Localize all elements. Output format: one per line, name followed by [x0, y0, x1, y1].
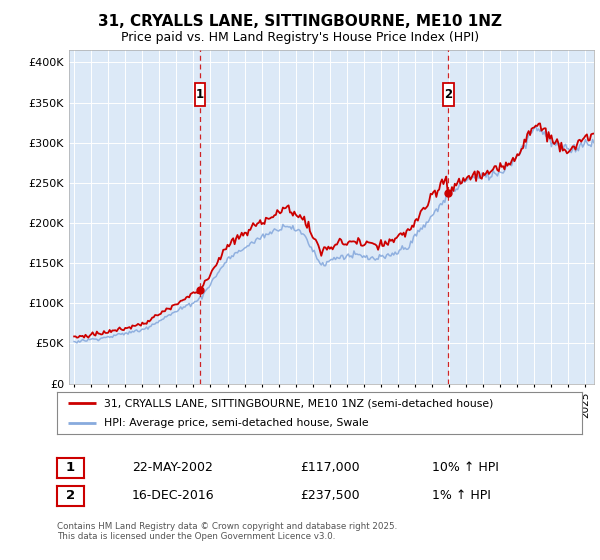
Text: Contains HM Land Registry data © Crown copyright and database right 2025.
This d: Contains HM Land Registry data © Crown c… [57, 522, 397, 542]
FancyBboxPatch shape [443, 83, 454, 106]
Text: HPI: Average price, semi-detached house, Swale: HPI: Average price, semi-detached house,… [104, 418, 369, 428]
Text: 10% ↑ HPI: 10% ↑ HPI [432, 461, 499, 474]
Text: 1% ↑ HPI: 1% ↑ HPI [432, 489, 491, 502]
Text: 16-DEC-2016: 16-DEC-2016 [132, 489, 215, 502]
FancyBboxPatch shape [195, 83, 205, 106]
Text: £117,000: £117,000 [300, 461, 359, 474]
Text: Price paid vs. HM Land Registry's House Price Index (HPI): Price paid vs. HM Land Registry's House … [121, 31, 479, 44]
Text: 2: 2 [66, 489, 75, 502]
Text: 22-MAY-2002: 22-MAY-2002 [132, 461, 213, 474]
Text: 1: 1 [66, 461, 75, 474]
Text: 2: 2 [445, 88, 452, 101]
Text: 1: 1 [196, 88, 204, 101]
Text: 31, CRYALLS LANE, SITTINGBOURNE, ME10 1NZ: 31, CRYALLS LANE, SITTINGBOURNE, ME10 1N… [98, 14, 502, 29]
Text: £237,500: £237,500 [300, 489, 359, 502]
Text: 31, CRYALLS LANE, SITTINGBOURNE, ME10 1NZ (semi-detached house): 31, CRYALLS LANE, SITTINGBOURNE, ME10 1N… [104, 398, 494, 408]
